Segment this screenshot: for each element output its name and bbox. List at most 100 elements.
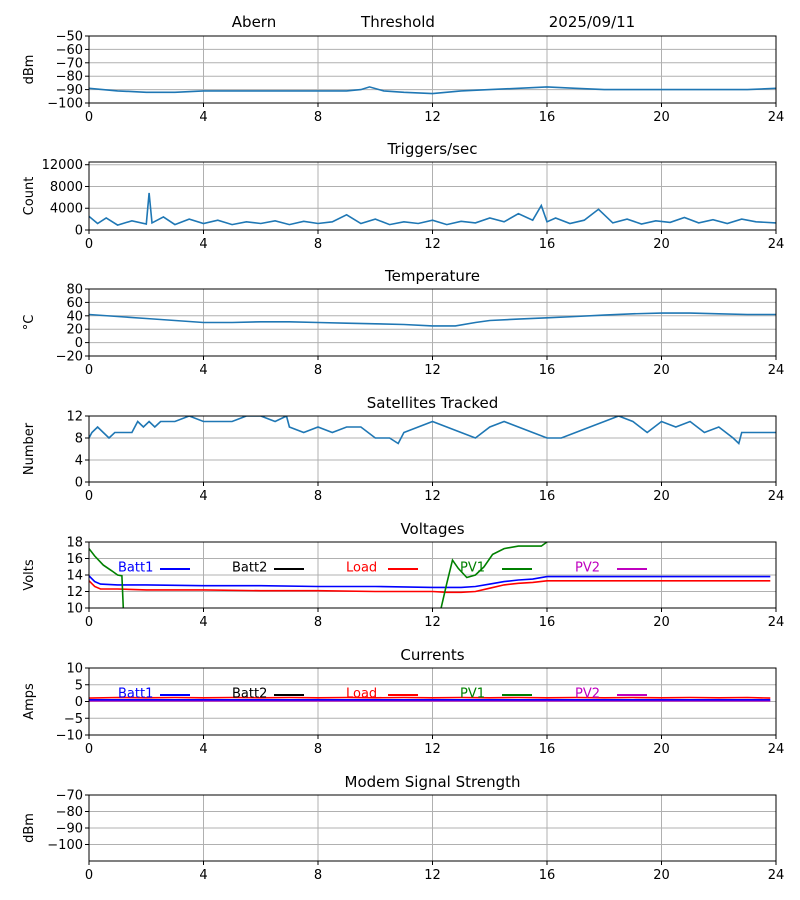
x-tick-label: 8 [314, 868, 322, 883]
series-line-signal [89, 86, 776, 95]
y-tick-label: −80 [56, 70, 83, 85]
y-axis-label: Volts [22, 559, 37, 591]
series-line-load [89, 696, 771, 699]
y-tick-label: 10 [66, 662, 83, 677]
x-tick-label: 4 [199, 615, 207, 630]
y-tick-label: 5 [75, 678, 83, 693]
x-tick-label: 4 [199, 742, 207, 757]
x-tick-label: 24 [768, 615, 785, 630]
x-tick-label: 16 [539, 489, 556, 504]
x-tick-label: 24 [768, 489, 785, 504]
x-tick-label: 8 [314, 489, 322, 504]
x-tick-label: 0 [85, 363, 93, 378]
y-axis-label: dBm [22, 55, 37, 85]
chart-title: Currents [400, 646, 464, 664]
x-tick-label: 4 [199, 489, 207, 504]
y-tick-label: −90 [56, 822, 83, 837]
y-tick-label: −70 [56, 789, 83, 804]
series-line-load [89, 579, 771, 594]
y-axis-label: Number [22, 422, 37, 475]
legend-label: PV2 [575, 687, 600, 702]
x-tick-label: 0 [85, 615, 93, 630]
x-tick-label: 20 [653, 615, 670, 630]
x-tick-label: 24 [768, 868, 785, 883]
x-tick-label: 20 [653, 110, 670, 125]
y-tick-label: 12 [66, 410, 83, 425]
y-tick-label: 16 [66, 552, 83, 567]
x-tick-label: 12 [424, 615, 441, 630]
series-line-temperature [89, 312, 776, 327]
y-tick-label: 4000 [50, 202, 83, 217]
header-station: Abern [232, 13, 276, 31]
y-tick-label: 80 [66, 283, 83, 298]
x-tick-label: 8 [314, 363, 322, 378]
x-tick-label: 16 [539, 615, 556, 630]
chart-triggers: 0 4 8 12 16 20 24 0 4000 8000 12000 Triggers/sec Cou… [22, 140, 784, 252]
x-tick-label: 16 [539, 868, 556, 883]
y-tick-label: −70 [56, 56, 83, 71]
y-tick-label: 0 [75, 336, 83, 351]
x-tick-label: 20 [653, 363, 670, 378]
series-line-triggers [89, 192, 776, 226]
y-tick-label: 8000 [50, 180, 83, 195]
y-tick-label: 60 [66, 296, 83, 311]
y-tick-label: −100 [47, 838, 83, 853]
chart-title: Voltages [400, 520, 464, 538]
x-tick-label: 12 [424, 742, 441, 757]
y-tick-label: 10 [66, 602, 83, 617]
legend-label: Load [346, 561, 377, 576]
x-tick-label: 0 [85, 110, 93, 125]
x-tick-label: 0 [85, 742, 93, 757]
x-tick-label: 20 [653, 742, 670, 757]
legend-label: PV1 [460, 687, 485, 702]
chart-title: Triggers/sec [387, 140, 478, 158]
y-tick-label: −10 [56, 729, 83, 744]
series-line-batt1 [89, 575, 771, 589]
y-axis-label: Amps [22, 683, 37, 720]
y-tick-label: −50 [56, 30, 83, 45]
y-tick-label: 0 [75, 695, 83, 710]
y-tick-label: 40 [66, 309, 83, 324]
legend-label: Batt2 [232, 561, 267, 576]
chart-title: Satellites Tracked [367, 394, 498, 412]
x-tick-label: 8 [314, 237, 322, 252]
chart-title: Temperature [384, 267, 480, 285]
x-tick-label: 20 [653, 489, 670, 504]
y-tick-label: 4 [75, 454, 83, 469]
header-date: 2025/09/11 [549, 13, 635, 31]
header-mode: Threshold [360, 13, 435, 31]
x-tick-label: 16 [539, 237, 556, 252]
legend-label: Load [346, 687, 377, 702]
y-axis-label: Count [22, 177, 37, 216]
x-tick-label: 12 [424, 237, 441, 252]
x-tick-label: 4 [199, 237, 207, 252]
x-tick-label: 20 [653, 868, 670, 883]
y-tick-label: −5 [64, 712, 83, 727]
chart-signal: 0 4 8 12 16 20 24 −100−90−80−70−60−50 dBm [22, 30, 784, 126]
x-tick-label: 0 [85, 489, 93, 504]
x-tick-label: 8 [314, 615, 322, 630]
y-tick-label: 0 [75, 224, 83, 239]
x-tick-label: 24 [768, 363, 785, 378]
x-tick-label: 20 [653, 237, 670, 252]
x-tick-label: 24 [768, 237, 785, 252]
x-tick-label: 4 [199, 868, 207, 883]
x-tick-label: 8 [314, 742, 322, 757]
y-tick-label: 12000 [42, 158, 83, 173]
legend-label: PV2 [575, 561, 600, 576]
x-tick-label: 4 [199, 363, 207, 378]
legend-label: Batt2 [232, 687, 267, 702]
legend-label: PV1 [460, 561, 485, 576]
x-tick-label: 12 [424, 363, 441, 378]
x-tick-label: 0 [85, 237, 93, 252]
x-tick-label: 0 [85, 868, 93, 883]
y-tick-label: −80 [56, 805, 83, 820]
y-tick-label: 18 [66, 536, 83, 551]
y-tick-label: 12 [66, 585, 83, 600]
y-tick-label: −20 [56, 350, 83, 365]
chart-title: Modem Signal Strength [345, 773, 521, 791]
